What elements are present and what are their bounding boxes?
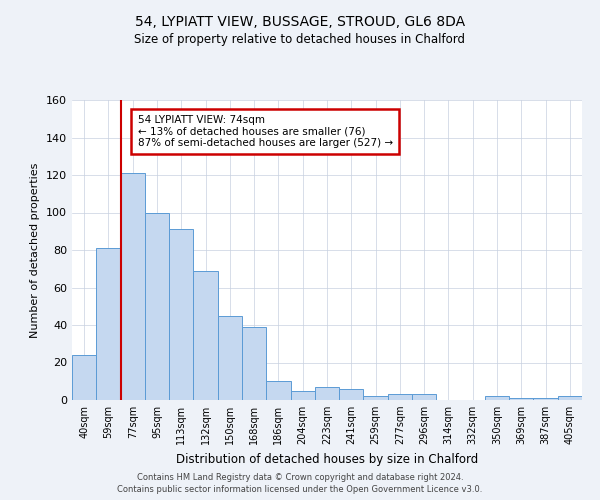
Bar — [388, 394, 412, 400]
Bar — [509, 398, 533, 400]
Bar — [533, 398, 558, 400]
Bar — [145, 212, 169, 400]
Bar — [315, 387, 339, 400]
X-axis label: Distribution of detached houses by size in Chalford: Distribution of detached houses by size … — [176, 452, 478, 466]
Y-axis label: Number of detached properties: Number of detached properties — [31, 162, 40, 338]
Bar — [485, 396, 509, 400]
Bar — [72, 355, 96, 400]
Text: Contains HM Land Registry data © Crown copyright and database right 2024.: Contains HM Land Registry data © Crown c… — [137, 472, 463, 482]
Bar — [96, 248, 121, 400]
Text: Contains public sector information licensed under the Open Government Licence v3: Contains public sector information licen… — [118, 485, 482, 494]
Bar — [339, 389, 364, 400]
Bar — [169, 230, 193, 400]
Bar — [193, 270, 218, 400]
Bar — [121, 173, 145, 400]
Bar — [558, 396, 582, 400]
Bar — [218, 316, 242, 400]
Bar — [242, 327, 266, 400]
Text: 54 LYPIATT VIEW: 74sqm
← 13% of detached houses are smaller (76)
87% of semi-det: 54 LYPIATT VIEW: 74sqm ← 13% of detached… — [137, 115, 392, 148]
Bar — [364, 396, 388, 400]
Text: Size of property relative to detached houses in Chalford: Size of property relative to detached ho… — [134, 32, 466, 46]
Bar — [266, 381, 290, 400]
Bar — [290, 390, 315, 400]
Text: 54, LYPIATT VIEW, BUSSAGE, STROUD, GL6 8DA: 54, LYPIATT VIEW, BUSSAGE, STROUD, GL6 8… — [135, 15, 465, 29]
Bar — [412, 394, 436, 400]
